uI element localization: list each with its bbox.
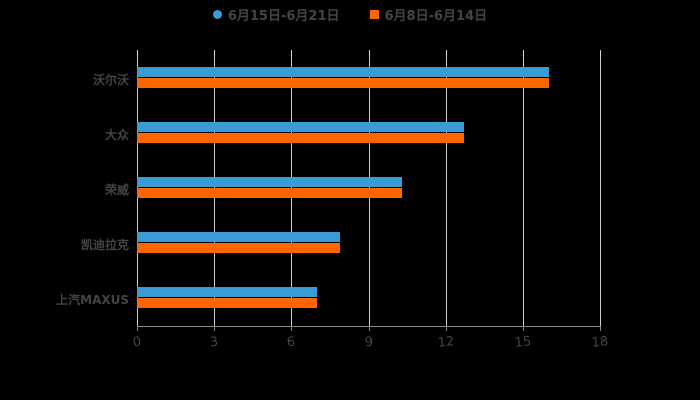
- axis-tick: [368, 326, 370, 331]
- bar[interactable]: [137, 232, 341, 242]
- category-label: 凯迪拉克: [80, 238, 129, 252]
- axis-tick: [600, 326, 601, 331]
- axis-tick: [445, 326, 447, 331]
- x-tick-label: 15: [513, 334, 532, 351]
- gridline: [522, 50, 524, 326]
- chart-legend: 6月15日-6月21日 6月8日-6月14日: [0, 4, 700, 24]
- bar[interactable]: [137, 122, 464, 132]
- x-tick-label: 6: [286, 334, 297, 351]
- circle-marker-icon: [212, 9, 222, 19]
- x-tick-label: 12: [436, 334, 455, 351]
- axis-tick: [214, 326, 216, 331]
- bar[interactable]: [137, 243, 341, 253]
- legend-label: 6月15日-6月21日: [227, 8, 340, 24]
- x-tick-label: 18: [590, 334, 610, 351]
- bar[interactable]: [137, 298, 318, 308]
- gridline: [445, 50, 447, 326]
- bar[interactable]: [137, 287, 318, 297]
- legend-item-series-1[interactable]: 6月15日-6月21日: [212, 5, 340, 24]
- axis-tick: [137, 326, 138, 331]
- category-label: 荣威: [104, 183, 129, 197]
- legend-label: 6月8日-6月14日: [384, 8, 488, 24]
- category-label: 上汽MAXUS: [56, 293, 129, 307]
- legend-item-series-2[interactable]: 6月8日-6月14日: [369, 5, 488, 24]
- x-tick-label: 3: [209, 334, 220, 351]
- bar[interactable]: [137, 133, 464, 143]
- bar[interactable]: [137, 177, 402, 187]
- bar[interactable]: [137, 188, 402, 198]
- gridline: [600, 50, 601, 326]
- x-tick-label: 9: [363, 334, 374, 351]
- x-axis-line: [137, 326, 600, 327]
- category-label: 大众: [104, 128, 129, 142]
- x-tick-label: 0: [132, 334, 142, 351]
- square-marker-icon: [369, 9, 379, 19]
- category-label: 沃尔沃: [92, 73, 129, 87]
- bar[interactable]: [137, 67, 549, 77]
- axis-tick: [291, 326, 293, 331]
- bar[interactable]: [137, 78, 549, 88]
- axis-tick: [522, 326, 524, 331]
